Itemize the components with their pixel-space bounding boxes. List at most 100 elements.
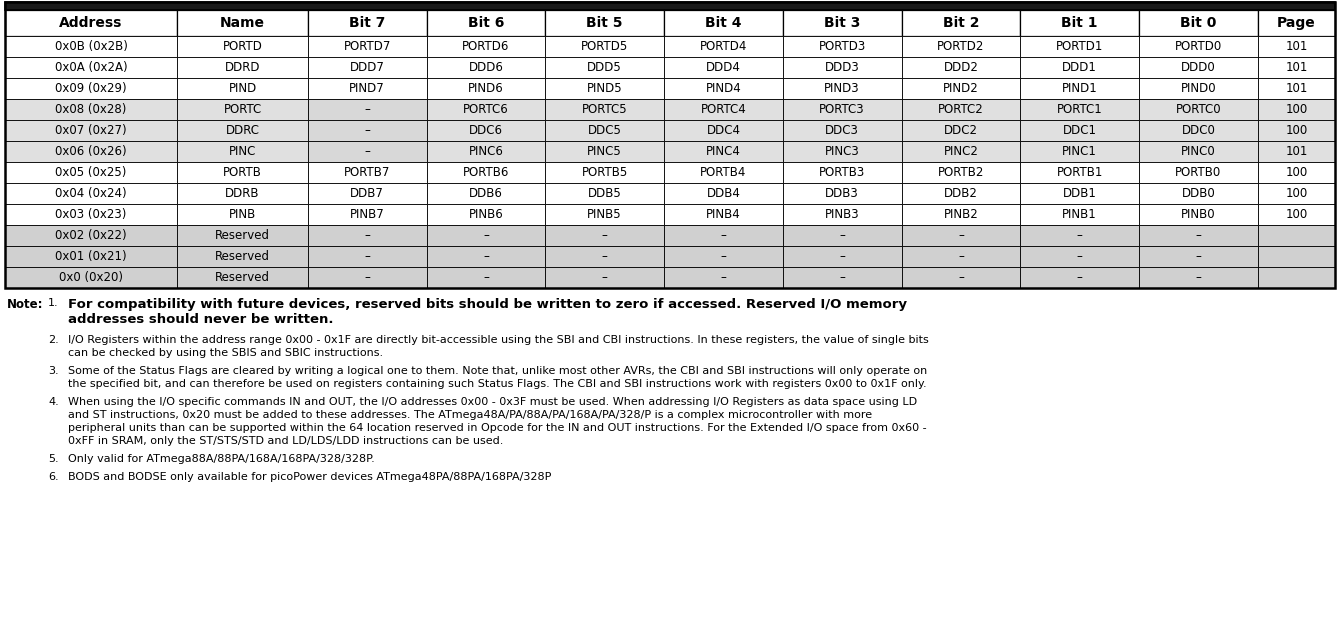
Bar — [1258, 10, 1336, 36]
Bar — [177, 120, 308, 141]
Text: PORTB6: PORTB6 — [463, 166, 510, 179]
Bar — [1021, 99, 1139, 120]
Text: 100: 100 — [1285, 187, 1307, 200]
Text: PORTC3: PORTC3 — [819, 103, 865, 116]
Text: PORTB4: PORTB4 — [700, 166, 747, 179]
Bar — [426, 99, 546, 120]
Text: –: – — [365, 271, 370, 284]
Text: Reserved: Reserved — [215, 250, 270, 263]
Bar — [664, 10, 783, 36]
Bar — [5, 204, 177, 225]
Text: DDD0: DDD0 — [1181, 61, 1216, 74]
Bar — [783, 246, 901, 267]
Text: –: – — [957, 271, 964, 284]
Bar — [426, 246, 546, 267]
Bar — [901, 183, 1021, 204]
Text: Page: Page — [1277, 16, 1316, 30]
Bar — [546, 183, 664, 204]
Text: –: – — [1195, 229, 1202, 242]
Text: For compatibility with future devices, reserved bits should be written to zero i: For compatibility with future devices, r… — [68, 298, 907, 311]
Bar — [177, 246, 308, 267]
Bar — [5, 10, 177, 36]
Text: Bit 2: Bit 2 — [943, 16, 979, 30]
Bar — [5, 36, 177, 57]
Bar — [1021, 78, 1139, 99]
Text: 0x01 (0x21): 0x01 (0x21) — [55, 250, 127, 263]
Text: –: – — [720, 250, 727, 263]
Bar — [5, 162, 177, 183]
Bar — [308, 120, 426, 141]
Bar — [1021, 57, 1139, 78]
Text: PINB2: PINB2 — [944, 208, 979, 221]
Bar — [1021, 267, 1139, 288]
Bar — [1258, 57, 1336, 78]
Bar — [901, 36, 1021, 57]
Text: DDD1: DDD1 — [1062, 61, 1097, 74]
Bar — [308, 225, 426, 246]
Bar — [308, 99, 426, 120]
Bar — [426, 10, 546, 36]
Text: PORTC6: PORTC6 — [463, 103, 508, 116]
Bar — [177, 36, 308, 57]
Bar — [1258, 141, 1336, 162]
Text: PORTD6: PORTD6 — [463, 40, 510, 53]
Text: 101: 101 — [1285, 40, 1307, 53]
Bar — [1021, 204, 1139, 225]
Bar — [664, 267, 783, 288]
Bar — [783, 10, 901, 36]
Text: 101: 101 — [1285, 145, 1307, 158]
Bar — [308, 267, 426, 288]
Text: 0x03 (0x23): 0x03 (0x23) — [55, 208, 127, 221]
Bar — [177, 78, 308, 99]
Text: PINC5: PINC5 — [587, 145, 622, 158]
Text: DDB0: DDB0 — [1181, 187, 1215, 200]
Bar — [901, 225, 1021, 246]
Bar — [901, 267, 1021, 288]
Text: 101: 101 — [1285, 61, 1307, 74]
Text: DDD3: DDD3 — [825, 61, 860, 74]
Bar — [5, 99, 177, 120]
Bar — [901, 204, 1021, 225]
Bar — [546, 225, 664, 246]
Bar — [1258, 246, 1336, 267]
Bar — [426, 183, 546, 204]
Text: PINB0: PINB0 — [1181, 208, 1216, 221]
Text: Bit 3: Bit 3 — [823, 16, 861, 30]
Text: PINB7: PINB7 — [350, 208, 385, 221]
Text: 0x04 (0x24): 0x04 (0x24) — [55, 187, 127, 200]
Text: DDRD: DDRD — [225, 61, 260, 74]
Bar — [426, 225, 546, 246]
Text: PIND0: PIND0 — [1180, 82, 1216, 95]
Bar — [783, 36, 901, 57]
Text: –: – — [957, 229, 964, 242]
Bar — [664, 99, 783, 120]
Text: –: – — [483, 271, 489, 284]
Bar — [177, 267, 308, 288]
Text: 0x02 (0x22): 0x02 (0x22) — [55, 229, 127, 242]
Text: DDD4: DDD4 — [705, 61, 740, 74]
Text: PINB3: PINB3 — [825, 208, 860, 221]
Text: PORTC: PORTC — [224, 103, 261, 116]
Text: DDC2: DDC2 — [944, 124, 978, 137]
Bar — [426, 36, 546, 57]
Text: –: – — [365, 250, 370, 263]
Text: 0x08 (0x28): 0x08 (0x28) — [55, 103, 127, 116]
Text: BODS and BODSE only available for picoPower devices ATmega48PA/88PA/168PA/328P: BODS and BODSE only available for picoPo… — [68, 472, 551, 482]
Text: addresses should never be written.: addresses should never be written. — [68, 313, 334, 326]
Text: Bit 1: Bit 1 — [1062, 16, 1098, 30]
Text: PORTD4: PORTD4 — [700, 40, 747, 53]
Text: –: – — [483, 250, 489, 263]
Bar — [5, 183, 177, 204]
Bar — [664, 162, 783, 183]
Text: Name: Name — [220, 16, 266, 30]
Bar — [664, 141, 783, 162]
Text: the specified bit, and can therefore be used on registers containing such Status: the specified bit, and can therefore be … — [68, 379, 927, 389]
Bar — [5, 78, 177, 99]
Text: 100: 100 — [1285, 103, 1307, 116]
Bar — [1258, 78, 1336, 99]
Bar — [901, 99, 1021, 120]
Bar — [308, 141, 426, 162]
Text: PINC3: PINC3 — [825, 145, 860, 158]
Text: DDB6: DDB6 — [469, 187, 503, 200]
Bar — [5, 141, 177, 162]
